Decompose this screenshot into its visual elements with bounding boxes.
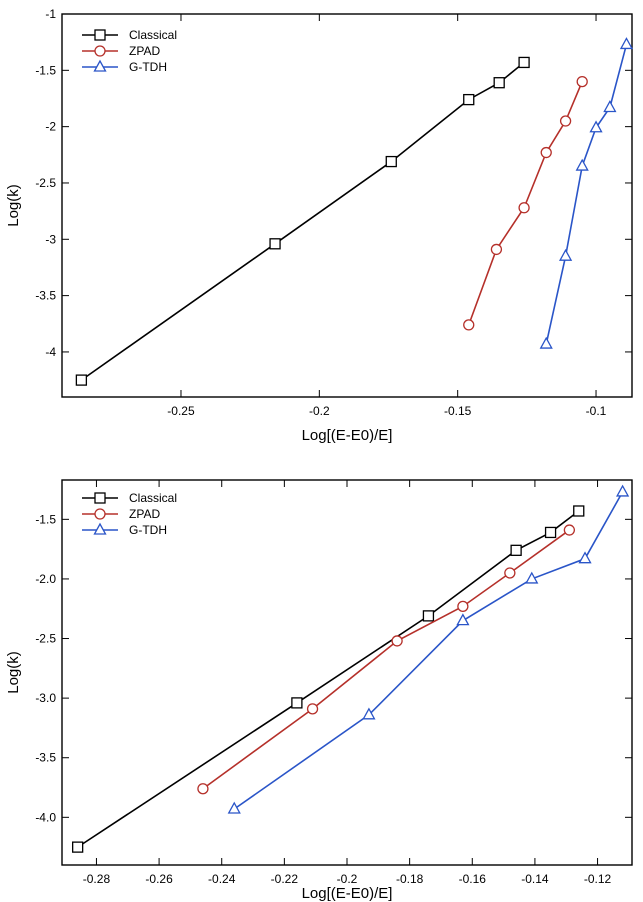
data-point (504, 567, 516, 579)
y-tick-label: -2 (45, 120, 56, 134)
data-point (75, 374, 88, 386)
y-tick-label: -2.5 (35, 632, 56, 646)
series-line (202, 529, 570, 790)
y-tick-label: -3.5 (35, 289, 56, 303)
legend: Classical ZPAD G-TDH (82, 28, 177, 74)
data-point (563, 524, 576, 536)
legend: Classical ZPAD G-TDH (82, 491, 177, 537)
legend-marker (93, 59, 107, 72)
data-point (385, 155, 397, 168)
legend-label: ZPAD (129, 44, 160, 58)
chart-2: -0.28 -0.26 -0.24 -0.22 -0.2 -0.18 -0.16 -0.14 -… (5, 479, 633, 902)
data-point (227, 801, 241, 814)
data-point (269, 238, 281, 250)
series-line (80, 61, 525, 381)
x-tick-label: -0.25 (167, 404, 195, 418)
data-point (197, 783, 209, 795)
x-tick-label: -0.18 (396, 872, 424, 886)
plot-frame (61, 13, 633, 398)
chart-1: -0.25 -0.2 -0.15 -0.1 -1 -1.5 -2 -2.5 -3 -3.5 -4 Lo… (5, 7, 634, 444)
x-tick-label: -0.15 (444, 404, 472, 418)
series-line (77, 510, 580, 848)
y-axis-title: Log(k) (5, 184, 22, 227)
y-tick-label: -2.0 (35, 572, 56, 586)
x-axis-title: Log[(E-E0)/E] (302, 885, 393, 902)
series-line (233, 491, 624, 810)
series-classical (75, 56, 530, 386)
data-point (456, 613, 470, 626)
data-point (518, 202, 530, 214)
data-point (540, 146, 552, 159)
series-line (545, 44, 628, 345)
legend-label: Classical (129, 491, 177, 505)
y-tick-label: -1.5 (35, 512, 56, 526)
data-point (493, 77, 505, 89)
legend-marker (93, 522, 107, 535)
data-point (578, 551, 592, 564)
data-point (422, 610, 435, 622)
data-point (558, 248, 573, 261)
x-tick-label: -0.26 (145, 872, 173, 886)
data-point (539, 336, 553, 349)
y-tick-label: -3.0 (35, 691, 56, 705)
x-tick-label: -0.24 (208, 872, 236, 886)
legend-label: G-TDH (129, 60, 167, 74)
data-point (576, 75, 588, 88)
series-g-tdh (227, 484, 630, 814)
legend-marker (94, 492, 106, 504)
data-point (457, 600, 469, 612)
data-point (463, 93, 475, 106)
legend-marker (94, 508, 106, 520)
y-tick-label: -1 (45, 7, 56, 21)
data-point (559, 115, 572, 127)
series-line (467, 81, 583, 326)
series-zpad (463, 75, 588, 331)
y-tick-label: -4 (45, 345, 56, 359)
x-tick-label: -0.2 (309, 404, 330, 418)
data-point (575, 158, 589, 171)
data-point (362, 707, 376, 720)
legend-label: Classical (129, 28, 177, 42)
y-tick-label: -1.5 (35, 63, 56, 77)
data-point (619, 37, 634, 50)
data-point (490, 243, 503, 256)
y-tick-label: -3 (45, 232, 56, 246)
legend-marker (94, 29, 106, 41)
legend-marker (94, 45, 106, 57)
x-tick-label: -0.22 (271, 872, 299, 886)
legend-label: ZPAD (129, 507, 160, 521)
x-tick-label: -0.2 (337, 872, 358, 886)
x-axis-title: Log[(E-E0)/E] (302, 427, 393, 444)
data-point (589, 120, 603, 133)
y-axis-title: Log(k) (5, 651, 22, 694)
data-point (510, 544, 522, 556)
data-point (518, 56, 530, 69)
x-tick-label: -0.16 (459, 872, 487, 886)
x-tick-label: -0.1 (586, 404, 607, 418)
y-tick-label: -2.5 (35, 176, 56, 190)
series-g-tdh (539, 37, 634, 349)
data-point (525, 571, 539, 584)
data-point (291, 697, 303, 709)
legend-label: G-TDH (129, 523, 167, 537)
data-point (603, 100, 617, 113)
data-point (306, 703, 319, 715)
x-tick-label: -0.28 (83, 872, 111, 886)
y-tick-label: -4.0 (35, 810, 56, 824)
data-point (616, 484, 630, 497)
x-tick-label: -0.12 (584, 872, 612, 886)
y-tick-label: -3.5 (35, 751, 56, 765)
data-point (544, 526, 557, 539)
x-tick-label: -0.14 (521, 872, 549, 886)
data-point (391, 635, 403, 647)
series-classical (72, 505, 585, 853)
data-point (463, 319, 475, 331)
series-zpad (197, 524, 576, 795)
data-point (573, 505, 585, 517)
data-point (72, 841, 84, 853)
